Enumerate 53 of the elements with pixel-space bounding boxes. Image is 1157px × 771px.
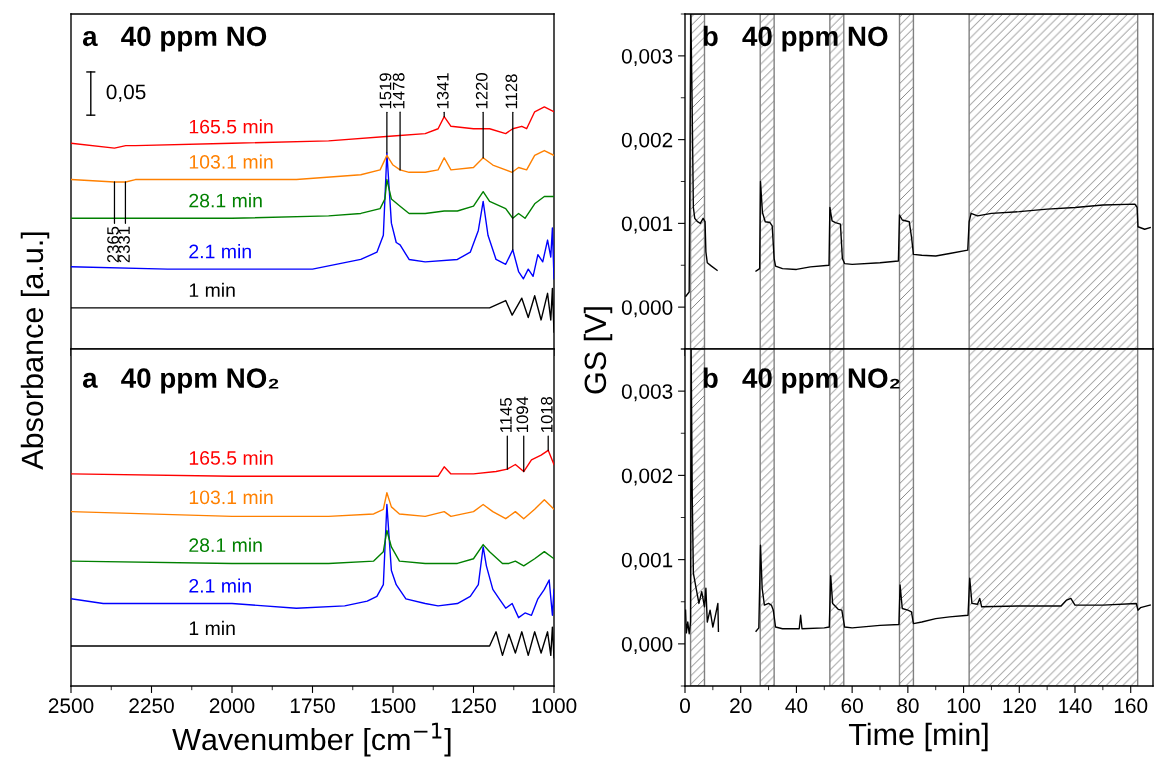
series-label: 28.1 min <box>189 537 262 553</box>
y-tick-label: 0,002 <box>621 132 673 150</box>
x-tick-label: 160 <box>1114 698 1148 714</box>
series-label: 2.1 min <box>189 578 251 593</box>
annotation: 1094 <box>516 396 529 432</box>
x-tick-label: 20 <box>730 698 752 714</box>
y-axis-title: Absorbance [a.u.] <box>20 232 50 470</box>
x-tick-label: 1500 <box>371 698 416 714</box>
x-tick-label: 2000 <box>209 698 255 714</box>
x-tick-label: 1750 <box>290 698 335 714</box>
y-tick-label: 0,002 <box>621 468 673 486</box>
chart-title: a 40 ppm NO₂ <box>82 368 279 394</box>
series-label: 103.1 min <box>189 154 273 169</box>
y-tick-label: 0,003 <box>621 384 673 402</box>
annotation: 1128 <box>505 74 518 109</box>
series-label: 1 min <box>189 282 235 297</box>
series-label: 165.5 min <box>189 119 273 134</box>
series-label: 2.1 min <box>189 244 251 259</box>
annotation: 1341 <box>436 73 449 109</box>
x-tick-label: 120 <box>1003 698 1036 714</box>
annotation: 1220 <box>475 73 488 109</box>
text: b 40 ppm NO₂ <box>703 367 900 394</box>
series-label: 103.1 min <box>189 489 273 505</box>
x-axis-title: Wavenumber [cm$^{−1}$] <box>172 722 451 757</box>
x-tick-label: 1250 <box>451 698 496 714</box>
y-tick-label: 0,001 <box>621 552 673 570</box>
x-tick-label: 1000 <box>532 698 577 714</box>
annotation: 2365 <box>107 226 119 263</box>
x-tick-label: 2250 <box>129 698 174 714</box>
text: 0,05 <box>106 84 146 102</box>
annotation: 1018 <box>540 396 553 432</box>
series-label: 165.5 min <box>189 450 273 465</box>
annotation: 2331 <box>118 226 130 263</box>
x-tick-label: 0 <box>680 698 690 714</box>
y-tick-label: 0,000 <box>621 300 673 318</box>
y-tick-label: 0,003 <box>621 48 673 67</box>
series-label: 28.1 min <box>189 193 262 208</box>
y-tick-label: 0,000 <box>621 636 673 655</box>
x-tick-label: 2500 <box>48 698 94 714</box>
x-tick-label: 80 <box>897 698 919 714</box>
x-tick-label: 40 <box>785 698 808 714</box>
x-axis-title: Time [min] <box>848 722 988 752</box>
x-tick-label: 100 <box>947 698 981 714</box>
series-label: 1 min <box>189 620 235 635</box>
chart-title: b 40 ppm NO <box>703 25 888 52</box>
x-tick-label: 140 <box>1059 698 1092 714</box>
y-axis-title: GS [V] <box>583 307 613 394</box>
x-tick-label: 60 <box>841 698 863 714</box>
chart-title: a 40 ppm NO <box>82 26 267 52</box>
annotation: 1145 <box>500 398 512 432</box>
annotation: 1519 <box>379 73 392 109</box>
annotation: 1478 <box>392 73 405 109</box>
y-tick-label: 0,001 <box>621 216 673 234</box>
